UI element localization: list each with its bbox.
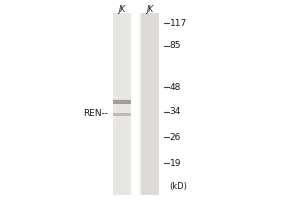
Bar [112, 99, 131, 100]
Text: REN--: REN-- [83, 108, 108, 117]
Text: 34: 34 [169, 108, 181, 116]
Bar [120, 13, 121, 195]
Bar [117, 13, 118, 195]
Bar [121, 13, 122, 195]
Bar [112, 13, 113, 195]
Bar [112, 113, 131, 116]
Bar [122, 13, 123, 195]
Bar [112, 104, 131, 105]
Text: 26: 26 [169, 132, 181, 142]
Bar [119, 13, 120, 195]
Bar [129, 13, 130, 195]
Bar [118, 13, 119, 195]
Bar [128, 13, 129, 195]
Text: JK: JK [146, 4, 153, 14]
Bar [124, 13, 125, 195]
Bar [140, 13, 159, 195]
Bar [112, 99, 131, 104]
Bar [125, 13, 126, 195]
Bar [123, 13, 124, 195]
Bar [112, 103, 131, 104]
Bar [139, 13, 141, 195]
Bar [112, 100, 131, 101]
Bar [116, 13, 117, 195]
Bar [112, 13, 131, 195]
Text: (kD): (kD) [169, 182, 187, 190]
Text: 48: 48 [169, 83, 181, 92]
Bar [114, 13, 115, 195]
Text: 85: 85 [169, 42, 181, 50]
Bar [130, 13, 131, 195]
Text: 19: 19 [169, 158, 181, 168]
Text: 117: 117 [169, 19, 187, 27]
Bar [126, 13, 127, 195]
Bar [112, 101, 131, 102]
Text: JK: JK [118, 4, 125, 14]
Bar [115, 13, 116, 195]
Bar [113, 13, 114, 195]
